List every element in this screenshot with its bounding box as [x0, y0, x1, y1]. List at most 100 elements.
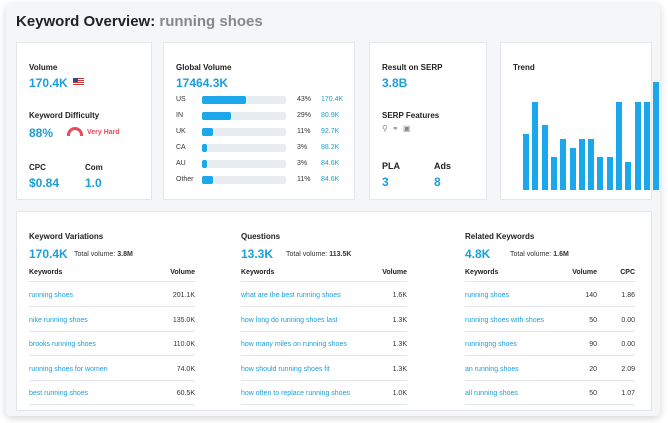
summary-card: Volume 170.4K Keyword Difficulty 88% Ver…: [16, 42, 152, 200]
column-header-keywords: Keywords: [241, 269, 275, 276]
country-volume-link[interactable]: 88.2K: [321, 144, 340, 151]
trend-bar: [532, 102, 538, 190]
country-volume-link[interactable]: 84.6K: [321, 160, 340, 167]
keyword-volume: 1.3K: [392, 365, 407, 373]
keyword-variations-total: Total volume: 3.8M: [74, 251, 133, 258]
keyword-volume: 1.6K: [392, 292, 407, 299]
trend-bar: [560, 139, 566, 190]
keyword-volume: 135.0K: [172, 316, 195, 324]
related-keywords-value: 4.8K: [465, 247, 491, 261]
country-bar-fill: [202, 176, 213, 184]
keyword-link[interactable]: runningng shoes: [465, 341, 517, 348]
trend-bar: [523, 134, 529, 190]
country-bar-track: [202, 144, 286, 152]
keyword-link[interactable]: an running shoes: [465, 365, 519, 373]
keyword-link[interactable]: how should running shoes fit: [241, 365, 330, 373]
image-icon[interactable]: ▣: [403, 124, 411, 133]
country-bar-fill: [202, 144, 207, 152]
keyword-link[interactable]: how often to replace running shoes: [241, 390, 350, 397]
keyword-link[interactable]: running shoes: [29, 292, 73, 299]
keyword-volume: 201.1K: [172, 292, 195, 299]
keyword-volume: 140: [585, 292, 597, 299]
country-code: AU: [176, 160, 186, 167]
questions-total: Total volume: 113.5K: [286, 251, 351, 258]
column-header-cpc: CPC: [620, 269, 635, 276]
row-divider: [465, 379, 635, 381]
keyword-link[interactable]: running shoes for women: [29, 365, 108, 373]
country-bar-track: [202, 176, 286, 184]
keyword-link[interactable]: nike running shoes: [29, 316, 88, 324]
keyword-link[interactable]: what are the best running shoes: [241, 292, 341, 299]
row-divider: [465, 330, 635, 332]
keyword-tables-card: Keyword Variations 170.4K Total volume: 3.8…: [16, 211, 652, 411]
total-volume-label: Total volume:: [510, 251, 552, 258]
country-bar-track: [202, 160, 286, 168]
country-percent: 3%: [297, 144, 308, 151]
trend-bar: [551, 157, 557, 190]
link-icon[interactable]: ⚭: [392, 124, 399, 133]
keyword-link[interactable]: all running shoes: [465, 390, 518, 397]
keyword-link[interactable]: how many miles on running shoes: [241, 341, 347, 348]
keyword-volume: 1.0K: [392, 390, 407, 397]
keyword-cpc: 0.00: [621, 316, 635, 324]
keyword-link[interactable]: best running shoes: [29, 390, 89, 397]
volume-label: Volume: [29, 63, 58, 72]
keyword-cpc: 1.86: [621, 292, 635, 299]
keyword-cpc: 2.09: [621, 365, 635, 373]
row-divider: [29, 330, 195, 332]
keyword-link[interactable]: how long do running shoes last: [241, 316, 338, 324]
header-divider: [465, 281, 635, 282]
country-bar-fill: [202, 160, 207, 168]
country-code: US: [176, 96, 186, 103]
keyword-cpc: 0.00: [621, 341, 635, 348]
row-divider: [29, 404, 195, 405]
keyword-volume: 74.0K: [176, 365, 195, 373]
keyword-volume: 1.3K: [392, 341, 407, 348]
global-volume-label: Global Volume: [176, 63, 232, 72]
keyword-link[interactable]: running shoes with shoes: [465, 316, 544, 324]
country-code: Other: [176, 176, 194, 183]
country-percent: 29%: [297, 112, 312, 119]
country-percent: 11%: [297, 128, 311, 135]
serp-card: Result on SERP 3.8B SERP Features ⚲ ⚭ ▣ …: [369, 42, 487, 200]
country-bar-fill: [202, 96, 246, 104]
country-volume-link[interactable]: 92.7K: [321, 128, 340, 135]
country-volume-link[interactable]: 80.9K: [321, 112, 340, 119]
keyword-link[interactable]: running shoes: [465, 292, 509, 299]
keyword-overview-panel: Keyword Overview: running shoes Volume 1…: [6, 4, 660, 416]
country-percent: 3%: [297, 160, 308, 167]
row-divider: [241, 379, 407, 381]
country-volume-link[interactable]: 170.4K: [321, 96, 344, 103]
title-keyword: running shoes: [159, 13, 263, 30]
difficulty-label: Keyword Difficulty: [29, 111, 100, 120]
com-label: Com: [85, 163, 103, 172]
country-percent: 11%: [297, 176, 311, 183]
trend-bar: [542, 125, 548, 190]
difficulty-rating: Very Hard: [87, 129, 120, 136]
location-pin-icon[interactable]: ⚲: [382, 124, 388, 133]
keyword-volume: 1.3K: [392, 316, 407, 324]
title-prefix: Keyword Overview:: [16, 13, 156, 30]
cpc-label: CPC: [29, 163, 46, 172]
keyword-volume: 50: [589, 390, 597, 397]
pla-label: PLA: [382, 161, 400, 171]
row-divider: [465, 404, 635, 405]
row-divider: [29, 306, 195, 307]
com-value: 1.0: [85, 176, 102, 190]
column-header-volume: Volume: [572, 269, 597, 276]
keyword-cpc: 1.07: [621, 390, 635, 397]
row-divider: [29, 379, 195, 381]
trend-bar: [579, 139, 585, 190]
page-title: Keyword Overview: running shoes: [16, 13, 263, 30]
keyword-link[interactable]: brooks running shoes: [29, 341, 96, 348]
global-volume-card: Global Volume 17464.3K US 43% 170.4K IN 29% 8…: [163, 42, 355, 200]
country-code: IN: [176, 112, 183, 119]
column-header-volume: Volume: [382, 269, 407, 276]
difficulty-gauge-icon: [67, 127, 83, 136]
keyword-variations-label: Keyword Variations: [29, 232, 104, 241]
trend-bar: [588, 139, 594, 190]
trend-bar: [653, 82, 659, 190]
keyword-volume: 50: [589, 316, 597, 324]
country-bar-track: [202, 112, 286, 120]
country-volume-link[interactable]: 84.6K: [321, 176, 340, 183]
